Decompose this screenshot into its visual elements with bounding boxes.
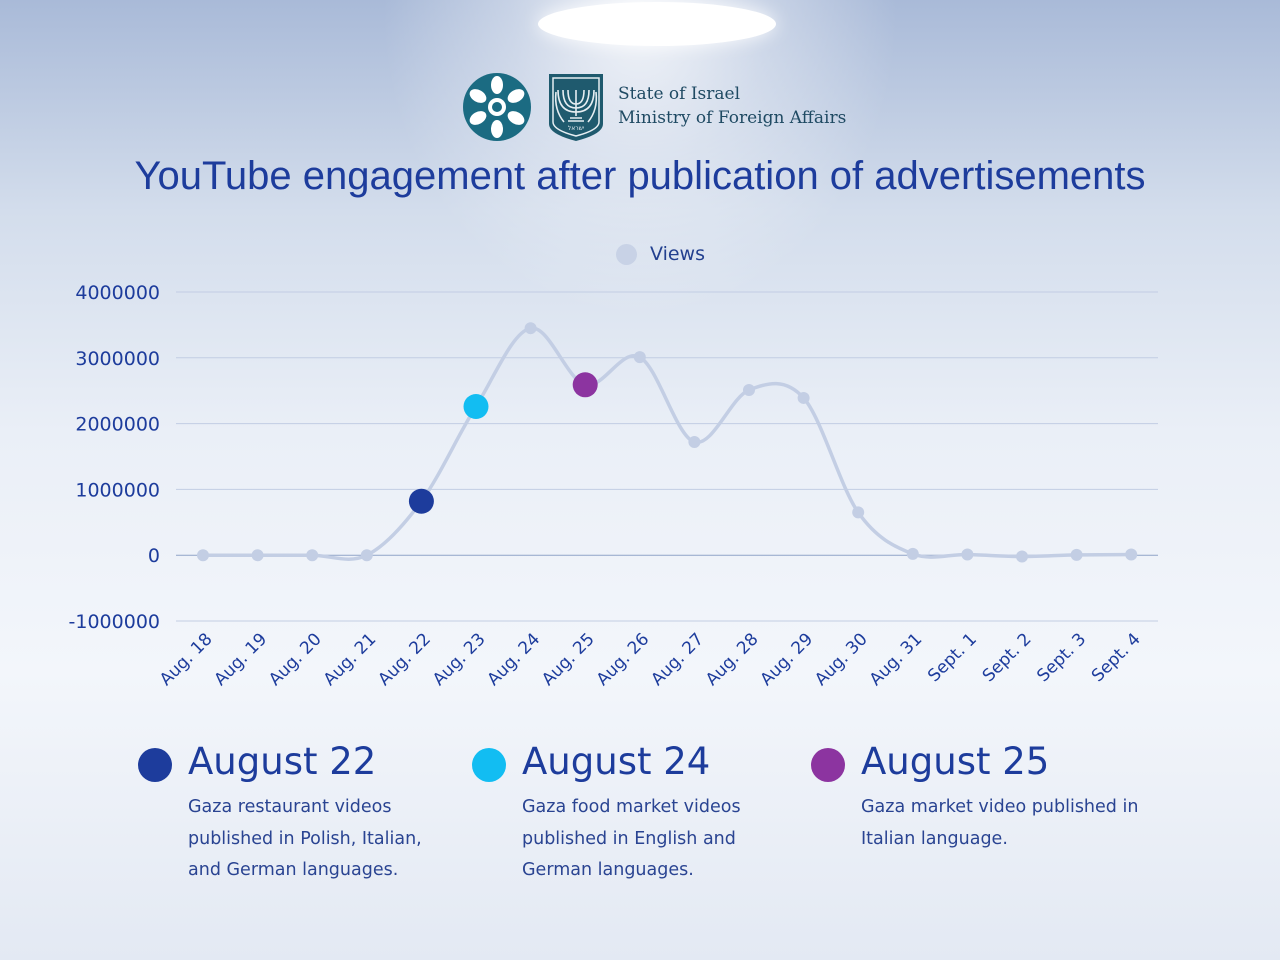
menorah-emblem-icon: ישראל [549, 74, 603, 141]
data-point [797, 391, 810, 404]
y-tick-label: 4000000 [75, 282, 160, 304]
annotation-description: Gaza market video published in Italian l… [861, 792, 1161, 855]
x-tick-label: Sept. 3 [1033, 629, 1090, 686]
data-point [251, 549, 264, 562]
annotation-line: German languages. [522, 860, 694, 880]
data-point [306, 549, 319, 562]
chart-title: YouTube engagement after publication of … [134, 154, 1146, 198]
x-tick-label: Aug. 20 [265, 629, 326, 690]
annotation-line: Gaza restaurant videos [188, 797, 392, 817]
data-point [1125, 548, 1138, 561]
header-logos: ישראל State of Israel Ministry of Foreig… [462, 72, 882, 142]
annotation-description: Gaza restaurant videos published in Poli… [188, 792, 448, 887]
ceiling-lamp [538, 2, 776, 46]
x-tick-label: Aug. 25 [538, 629, 599, 690]
annotation-line: Gaza market video published in [861, 797, 1139, 817]
x-tick-label: Aug. 27 [647, 629, 708, 690]
annotation-line: Gaza food market videos [522, 797, 741, 817]
annotation-line: Italian language. [861, 828, 1008, 849]
y-tick-label: 1000000 [75, 479, 160, 501]
y-tick-label: 0 [148, 545, 160, 567]
annotation-description: Gaza food market videos published in Eng… [522, 792, 782, 887]
legend-label-views: Views [650, 243, 705, 265]
x-tick-label: Aug. 18 [156, 629, 217, 690]
y-tick-label: 2000000 [75, 414, 160, 436]
x-tick-label: Aug. 23 [429, 629, 490, 690]
data-point [961, 548, 974, 561]
x-tick-label: Aug. 26 [593, 629, 654, 690]
highlighted-data-point [408, 488, 434, 514]
ministry-line-2: Ministry of Foreign Affairs [618, 108, 847, 128]
highlighted-data-point [463, 393, 489, 419]
x-tick-label: Aug. 30 [811, 629, 872, 690]
data-point [197, 549, 209, 562]
x-tick-label: Sept. 2 [979, 629, 1036, 686]
x-tick-label: Aug. 29 [757, 629, 818, 690]
annotation-line: published in English and [522, 828, 736, 849]
x-tick-label: Aug. 21 [320, 629, 381, 690]
legend-marker [616, 244, 637, 265]
data-point [688, 436, 701, 449]
x-tick-label: Sept. 4 [1088, 629, 1145, 686]
emblem-text: ישראל [568, 125, 584, 132]
data-point [1070, 548, 1083, 561]
data-point [906, 547, 919, 560]
views-series-line [203, 326, 1132, 561]
annotation-marker [138, 748, 172, 782]
annotation-date: August 25 [861, 740, 1050, 783]
annotation-line: published in Polish, Italian, [188, 828, 422, 849]
annotation-marker [811, 748, 845, 782]
x-tick-label: Aug. 22 [374, 629, 435, 690]
annotation-date: August 24 [522, 740, 711, 783]
annotation-date: August 22 [188, 740, 377, 783]
highlighted-data-point [572, 372, 598, 398]
data-point [360, 549, 373, 562]
x-tick-label: Sept. 1 [924, 629, 981, 686]
annotation-marker [472, 748, 506, 782]
data-point [743, 384, 755, 397]
x-tick-label: Aug. 31 [866, 629, 927, 690]
annotation-line: and German languages. [188, 860, 399, 880]
x-tick-label: Aug. 28 [702, 629, 763, 690]
data-point [633, 351, 646, 364]
ministry-name: State of Israel Ministry of Foreign Affa… [618, 82, 846, 130]
data-point [1016, 550, 1028, 563]
data-point [852, 506, 865, 519]
star-logo-icon [463, 73, 531, 141]
views-line-chart: 40000003000000200000010000000-1000000Aug… [69, 282, 1158, 690]
ministry-line-1: State of Israel [618, 84, 741, 104]
x-tick-label: Aug. 19 [211, 629, 272, 690]
x-tick-label: Aug. 24 [484, 629, 545, 690]
y-tick-label: 3000000 [75, 348, 160, 370]
y-tick-label: -1000000 [69, 611, 160, 633]
data-point [524, 322, 537, 335]
